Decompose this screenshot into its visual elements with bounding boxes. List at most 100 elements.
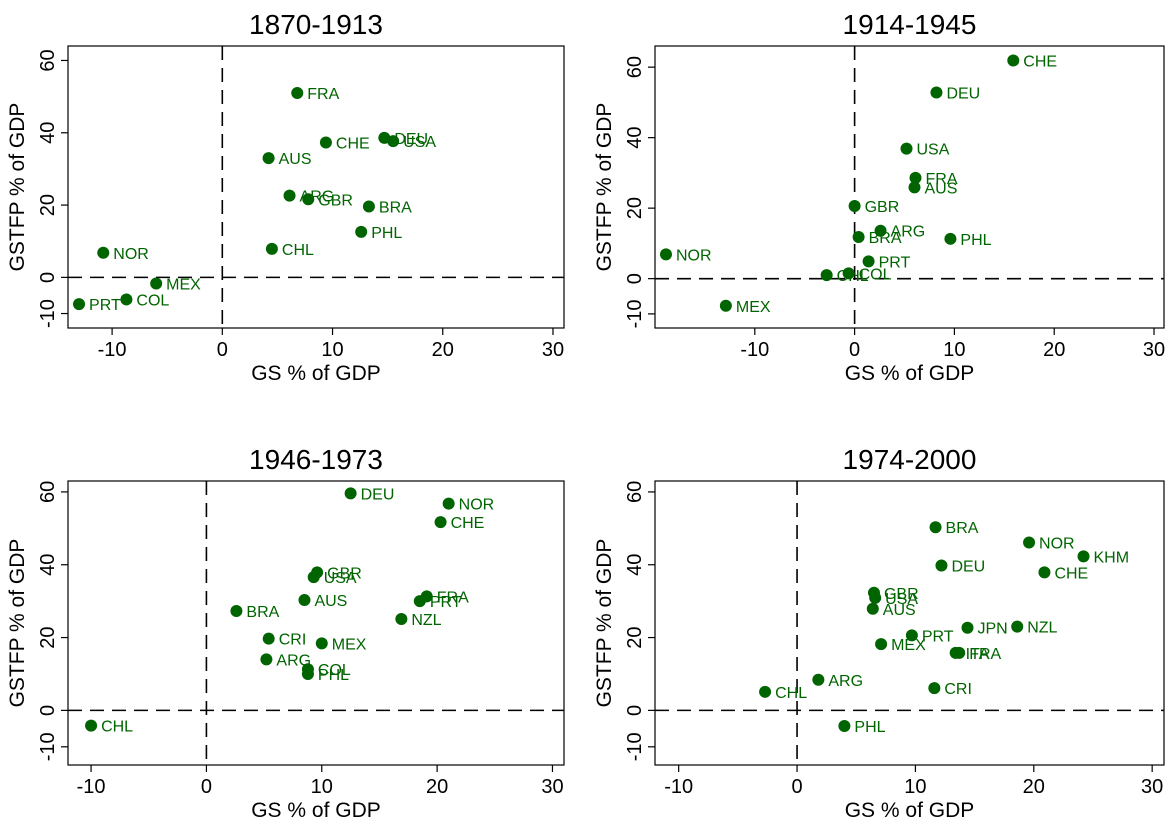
x-axis-label: GS % of GDP (845, 362, 975, 385)
data-point (759, 685, 772, 698)
point-label: PRT (879, 254, 911, 271)
data-point (838, 720, 851, 733)
point-label: CHL (775, 685, 807, 702)
point-label: CHE (1023, 53, 1057, 70)
x-tick-label: 30 (541, 776, 563, 798)
y-tick-label: 20 (37, 626, 59, 648)
point-label: USA (403, 134, 436, 151)
data-point (1023, 536, 1036, 549)
panel-title: 1974-2000 (843, 444, 977, 475)
x-axis-label: GS % of GDP (251, 799, 381, 822)
x-tick-label: 30 (1143, 339, 1165, 361)
x-tick-label: 0 (791, 776, 802, 798)
point-label: MEX (891, 637, 926, 654)
point-label: CHE (451, 515, 485, 532)
point-label: COL (318, 662, 351, 679)
y-tick-label: 40 (37, 554, 59, 576)
point-label: FRA (925, 171, 957, 188)
point-label: MEX (166, 277, 201, 294)
x-tick-label: 10 (311, 776, 333, 798)
x-axis-label: GS % of GDP (251, 362, 381, 385)
data-point (929, 521, 942, 534)
point-label: USA (324, 570, 357, 587)
scatter-panel-2: 1914-1945 -10 0 10 20 30 -10 0 20 40 60 GS % of GDP… (593, 9, 1165, 385)
plot-frame (654, 480, 1165, 766)
point-label: GBR (327, 565, 362, 582)
data-point (842, 267, 855, 280)
data-point (120, 293, 133, 306)
point-label: GBR (884, 586, 919, 603)
point-label: FRA (969, 646, 1001, 663)
data-point (953, 646, 966, 659)
point-label: CHL (101, 719, 133, 736)
data-point (291, 87, 304, 99)
scatter-panel-4: 1974-2000 -10 0 10 20 30 -10 0 20 40 60 GS % of GDP… (593, 444, 1165, 822)
data-point (848, 200, 861, 213)
point-label: MEX (332, 636, 367, 653)
y-tick-label: 0 (37, 705, 59, 716)
point-label: USA (917, 142, 950, 159)
point-label: NOR (459, 497, 495, 514)
point-label: BRA (869, 230, 902, 247)
point-label: BRA (946, 520, 979, 537)
y-axis-label: GSTFP % of GDP (593, 103, 616, 272)
x-tick-label: 10 (904, 776, 926, 798)
data-point (97, 246, 110, 259)
point-label: NOR (113, 246, 149, 263)
point-label: PRT (89, 297, 121, 314)
x-tick-label: 20 (426, 776, 448, 798)
point-label: JPN (978, 621, 1008, 638)
point-label: GBR (318, 192, 353, 209)
scatter-panel-3: 1946-1973 -10 0 10 20 30 -10 0 20 40 60 GS % of GDP… (6, 444, 565, 822)
data-point (866, 602, 879, 615)
x-tick-label: 0 (217, 339, 228, 361)
y-axis-label: GSTFP % of GDP (6, 539, 29, 708)
y-tick-label: 60 (37, 481, 59, 503)
data-point (820, 269, 833, 282)
data-point (260, 653, 273, 666)
y-axis-label: GSTFP % of GDP (6, 103, 29, 272)
point-label: DEU (946, 86, 980, 103)
x-tick-label: 20 (1023, 776, 1045, 798)
point-label: FRA (307, 86, 339, 103)
y-tick-label: 0 (37, 272, 59, 283)
point-label: AUS (883, 602, 916, 619)
point-label: DEU (394, 131, 428, 148)
data-point (935, 559, 948, 572)
data-point (150, 277, 163, 290)
point-label: ARG (891, 224, 926, 241)
panel-title: 1870-1913 (249, 9, 383, 40)
data-point (73, 298, 86, 311)
point-label: CHE (336, 136, 370, 153)
point-label: AUS (314, 593, 347, 610)
point-label: AUS (279, 151, 312, 168)
point-label: FRA (437, 589, 469, 606)
y-tick-label: 40 (624, 554, 646, 576)
y-tick-label: -10 (624, 732, 646, 761)
plot-frame (67, 45, 565, 329)
point-label: ARG (828, 673, 863, 690)
point-label: KHM (1094, 549, 1130, 566)
x-tick-label: 30 (1141, 776, 1163, 798)
point-label: COL (136, 292, 169, 309)
point-label: NZL (1027, 620, 1057, 637)
data-point (659, 248, 672, 261)
point-label: USA (885, 591, 918, 608)
x-tick-label: 20 (1043, 339, 1065, 361)
y-tick-label: 20 (37, 194, 59, 216)
data-point (362, 200, 375, 213)
point-label: COL (859, 266, 892, 283)
data-point (319, 136, 332, 149)
data-point (862, 255, 875, 268)
data-point (900, 142, 913, 155)
data-point (344, 487, 357, 500)
data-point (395, 612, 408, 625)
point-label: GBR (865, 199, 900, 216)
data-point (905, 629, 918, 642)
data-point (874, 224, 887, 237)
point-label: PHL (371, 225, 402, 242)
x-tick-label: 10 (943, 339, 965, 361)
x-tick-label: -10 (740, 339, 769, 361)
x-tick-label: -10 (664, 776, 693, 798)
